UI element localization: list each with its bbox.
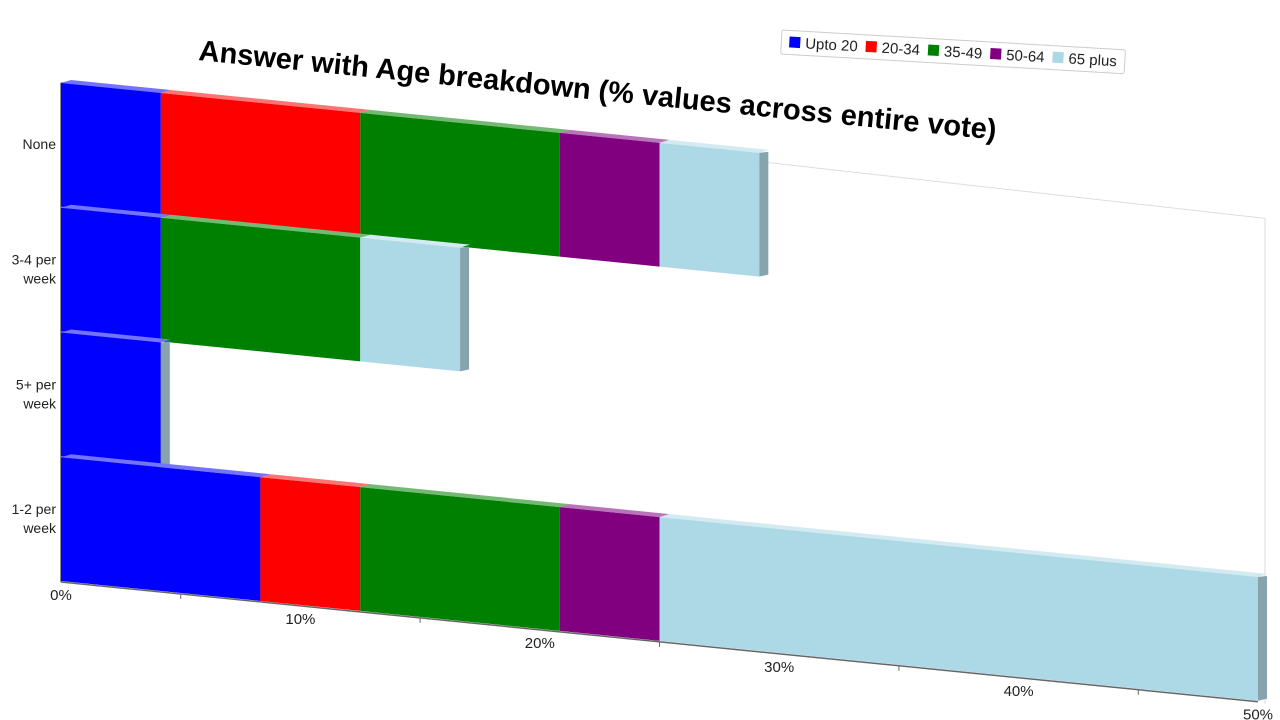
bar-top-Upto 20 bbox=[61, 329, 171, 343]
legend-item: 65 plus bbox=[1068, 51, 1117, 71]
category-label: None bbox=[23, 136, 57, 152]
bar-top-65 plus bbox=[659, 514, 1268, 577]
x-tick-label: 0% bbox=[50, 587, 72, 604]
x-tick-label: 20% bbox=[525, 635, 555, 652]
bar-segment-Upto 20 bbox=[61, 83, 161, 217]
bar-top-50-64 bbox=[559, 504, 670, 518]
x-tick-label: 30% bbox=[764, 659, 794, 676]
bar-top-35-49 bbox=[360, 484, 570, 508]
legend-item: 35-49 bbox=[943, 43, 982, 62]
bar-segment-65 plus bbox=[360, 237, 461, 372]
bar-segment-35-49 bbox=[160, 217, 361, 362]
bar-top-50-64 bbox=[559, 129, 670, 143]
legend-swatch bbox=[927, 44, 940, 57]
bar-top-65 plus bbox=[659, 139, 770, 153]
bar-segment-Upto 20 bbox=[61, 332, 161, 467]
bar-top-35-49 bbox=[360, 109, 570, 133]
bar-segment-50-64 bbox=[559, 132, 660, 267]
bar-end-face bbox=[1258, 575, 1267, 701]
bar-top-20-34 bbox=[260, 474, 371, 488]
x-tick-label: 40% bbox=[1004, 683, 1034, 700]
bar-segment-50-64 bbox=[559, 507, 660, 641]
legend-swatch bbox=[789, 36, 801, 49]
legend-swatch bbox=[1052, 51, 1064, 64]
bar-top-35-49 bbox=[160, 214, 371, 238]
legend-item: 50-64 bbox=[1006, 47, 1045, 66]
x-tick-label: 10% bbox=[285, 611, 315, 628]
bar-top-65 plus bbox=[360, 234, 471, 248]
bar-end-face bbox=[160, 341, 170, 467]
x-tick-label: 50% bbox=[1243, 707, 1273, 720]
bar-segment-Upto 20 bbox=[61, 207, 161, 342]
legend-swatch bbox=[989, 48, 1002, 60]
bar-segment-65 plus bbox=[659, 517, 1258, 701]
bars-group bbox=[60, 80, 1268, 701]
bar-segment-Upto 20 bbox=[61, 457, 261, 601]
legend: Upto 20 20-34 35-49 50-64 65 plus bbox=[780, 29, 1126, 75]
category-label: 1-2 per week bbox=[12, 501, 57, 536]
bar-top-Upto 20 bbox=[61, 454, 271, 478]
bar-segment-35-49 bbox=[360, 112, 560, 257]
bar-segment-35-49 bbox=[360, 487, 560, 631]
bar-end-face bbox=[460, 246, 470, 372]
bar-top-20-34 bbox=[160, 89, 371, 113]
bar-top-Upto 20 bbox=[61, 80, 171, 93]
bar-segment-20-34 bbox=[260, 477, 361, 611]
bar-segment-65 plus bbox=[659, 142, 760, 277]
category-labels: None 3-4 per week 5+ per week 1-2 per week bbox=[12, 136, 57, 536]
category-label: 3-4 per week bbox=[12, 252, 57, 287]
category-label: 5+ per week bbox=[16, 376, 57, 411]
bar-end-face bbox=[759, 151, 769, 277]
bar-segment-20-34 bbox=[160, 92, 361, 237]
legend-swatch bbox=[865, 40, 878, 53]
axis-ticks: 0% 10% 20% 30% 40% 50% bbox=[50, 587, 1273, 720]
legend-item: 20-34 bbox=[881, 40, 920, 59]
legend-item: Upto 20 bbox=[805, 35, 858, 55]
bar-top-Upto 20 bbox=[61, 204, 171, 218]
